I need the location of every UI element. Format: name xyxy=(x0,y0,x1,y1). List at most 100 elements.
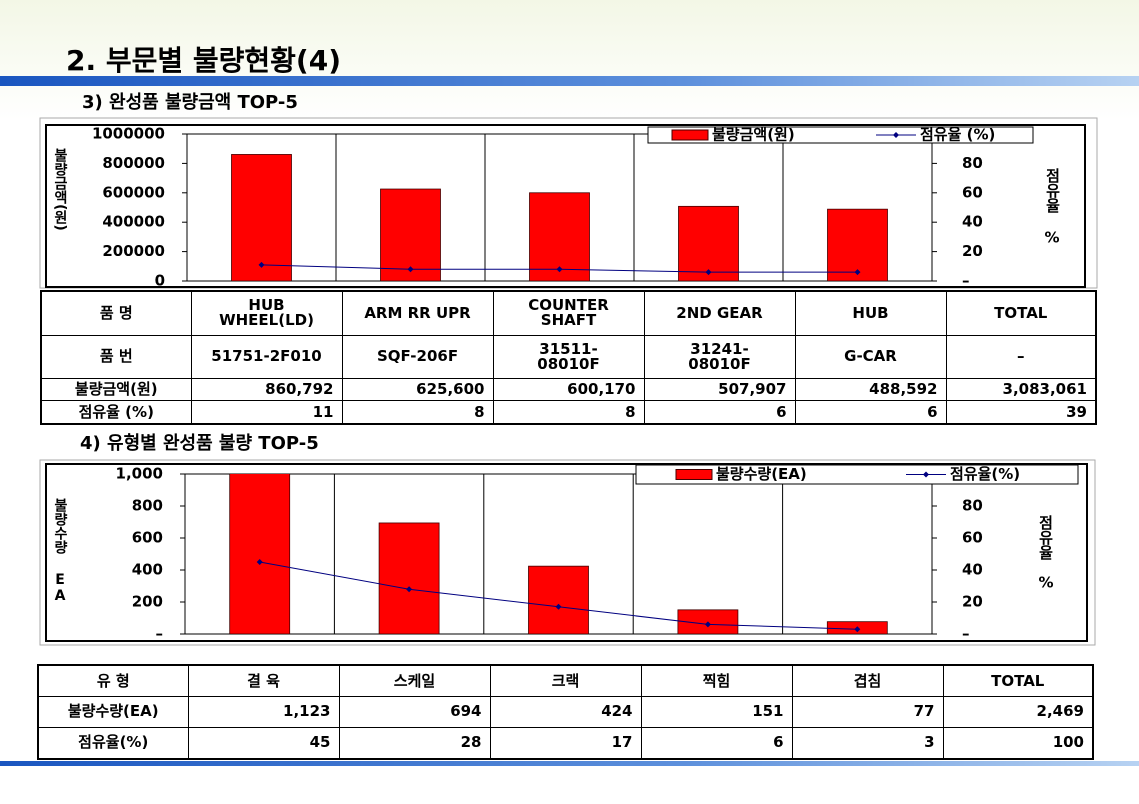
table-row: 불량금액(원) 860,792 625,600 600,170 507,907 488,5… xyxy=(40,377,1097,402)
table-cell: 45 xyxy=(187,726,340,760)
table-cell: 품 명 xyxy=(40,290,192,336)
legend-label: 불량금액(원) xyxy=(712,126,795,144)
table-cell: TOTAL xyxy=(945,290,1097,336)
table-cell: 100 xyxy=(942,726,1094,760)
table-cell: 39 xyxy=(945,400,1097,425)
table-cell: G-CAR xyxy=(794,334,947,379)
table-cell: 찍힘 xyxy=(640,664,793,698)
table-cell: 31511- 08010F xyxy=(492,334,645,379)
table-cell: 507,907 xyxy=(643,377,796,402)
table-cell: 600,170 xyxy=(492,377,645,402)
table-cell: 3,083,061 xyxy=(945,377,1097,402)
table-cell: 8 xyxy=(492,400,645,425)
table-cell: HUB WHEEL(LD) xyxy=(190,290,343,336)
table-grid: 품 명 HUB WHEEL(LD) ARM RR UPR COUNTER SHAFT 2… xyxy=(40,290,1097,425)
legend-label: 불량수량(EA) xyxy=(716,465,807,483)
table-cell: 유 형 xyxy=(37,664,189,698)
bar xyxy=(827,208,888,281)
y-tick-label: 200 xyxy=(132,593,163,611)
table-cell: 점유율(%) xyxy=(37,726,189,760)
table-cell: 488,592 xyxy=(794,377,947,402)
table-cell: 77 xyxy=(791,696,944,728)
legend-marker xyxy=(923,471,929,478)
y2-tick-label: 20 xyxy=(962,242,983,260)
table-row: 불량수량(EA) 1,123 694 424 151 77 2,469 xyxy=(37,696,1094,728)
y2-tick-label: 60 xyxy=(962,529,983,547)
table-cell: 6 xyxy=(794,400,947,425)
table-cell: 28 xyxy=(338,726,491,760)
bar xyxy=(380,188,441,281)
title-bar xyxy=(0,76,1139,86)
y2-tick-label: – xyxy=(962,272,970,290)
table-cell: 6 xyxy=(640,726,793,760)
y2-tick-label: 60 xyxy=(962,183,983,201)
table-cell: 6 xyxy=(643,400,796,425)
table-row: 점유율(%) 45 28 17 6 3 100 xyxy=(37,726,1094,760)
y-tick-label: – xyxy=(156,625,164,643)
chart-title: 3) 완성품 불량금액 TOP-5 xyxy=(82,92,298,113)
y2-axis-label: 점유율 xyxy=(1044,167,1062,214)
table-cell: 51751-2F010 xyxy=(190,334,343,379)
table-row: 품 명 HUB WHEEL(LD) ARM RR UPR COUNTER SHAFT 2… xyxy=(40,290,1097,336)
table-cell: 8 xyxy=(341,400,494,425)
table-cell: 625,600 xyxy=(341,377,494,402)
line-marker xyxy=(555,603,562,610)
table-row: 품 번 51751-2F010 SQF-206F 31511- 08010F 31241… xyxy=(40,334,1097,379)
line-marker xyxy=(854,269,861,276)
table-cell: 11 xyxy=(190,400,343,425)
y2-tick-label: 40 xyxy=(962,213,983,231)
y2-tick-label: 40 xyxy=(962,561,983,579)
table-cell: 31241- 08010F xyxy=(643,334,796,379)
table: 품 명 HUB WHEEL(LD) ARM RR UPR COUNTER SHAFT 2… xyxy=(40,290,1097,425)
table-cell: 크랙 xyxy=(489,664,642,698)
table-cell: 1,123 xyxy=(187,696,340,728)
bar xyxy=(528,565,589,634)
table-cell: – xyxy=(945,334,1097,379)
table-cell: 2ND GEAR xyxy=(643,290,796,336)
table-cell: TOTAL xyxy=(942,664,1094,698)
line-marker xyxy=(704,621,711,628)
line-marker xyxy=(556,266,563,273)
legend-label: 점유율(%) xyxy=(950,465,1020,483)
table-cell: 694 xyxy=(338,696,491,728)
line-marker xyxy=(406,586,413,593)
legend-box xyxy=(635,464,1079,485)
table-cell: 불량수량(EA) xyxy=(37,696,189,728)
line-marker xyxy=(256,559,263,565)
y2-tick-label: 20 xyxy=(962,593,983,611)
y-tick-label: 600 xyxy=(132,529,163,547)
table-cell: 겹침 xyxy=(791,664,944,698)
chart-title: 4) 유형별 완성품 불량 TOP-5 xyxy=(80,433,319,454)
footer-bar xyxy=(0,761,1139,766)
y-axis-label: 불량수량 xyxy=(52,498,68,555)
line-marker xyxy=(407,266,414,273)
y2-axis-unit: % xyxy=(1044,229,1059,247)
table-cell: 불량금액(원) xyxy=(40,377,192,402)
y-tick-label: 200000 xyxy=(102,242,165,260)
table-cell: ARM RR UPR xyxy=(341,290,494,336)
table-cell: 점유율 (%) xyxy=(40,400,192,425)
line-marker xyxy=(854,626,861,633)
y-tick-label: 800000 xyxy=(102,154,165,172)
table-row: 점유율 (%) 11 8 8 6 6 39 xyxy=(40,400,1097,425)
y-tick-label: 1,000 xyxy=(116,465,163,483)
y-axis-label: 불량금액(원) xyxy=(52,148,68,231)
y-tick-label: 800 xyxy=(132,497,163,515)
y-axis-unit: EA xyxy=(52,572,68,604)
bar xyxy=(378,522,440,634)
table-cell: 3 xyxy=(791,726,944,760)
y2-tick-label: – xyxy=(962,625,970,643)
table-cell: HUB xyxy=(794,290,947,336)
table-cell: SQF-206F xyxy=(341,334,494,379)
bar xyxy=(229,474,291,634)
y2-tick-label: 80 xyxy=(962,154,983,172)
y2-axis-label: 점유율 xyxy=(1037,514,1055,561)
y-tick-label: 400 xyxy=(132,561,163,579)
table-cell: 품 번 xyxy=(40,334,192,379)
table-cell: 17 xyxy=(489,726,642,760)
